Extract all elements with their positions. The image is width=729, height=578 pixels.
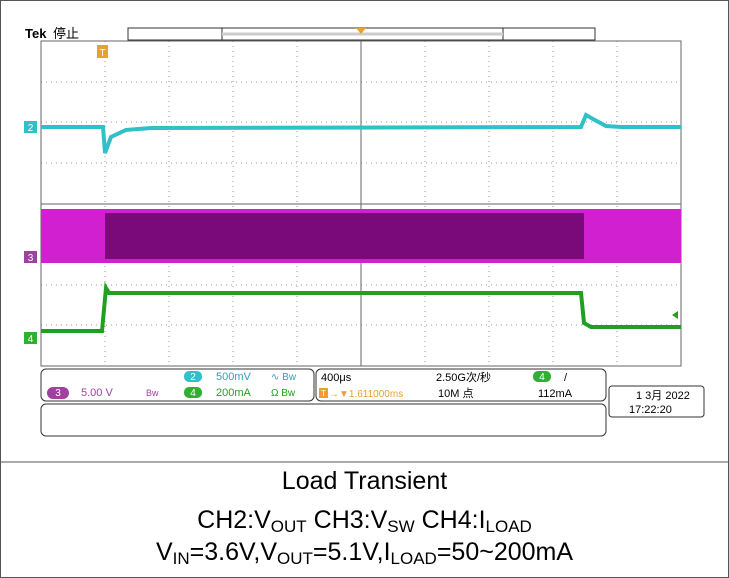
trigger-marker: [97, 45, 108, 58]
caption-subscript: IN: [172, 549, 190, 568]
ch3-wave-dense: [105, 213, 584, 259]
scope-screen: Tek 停止 T 2 3 4 2 500mV ∿ Bw 3 5.00 V Bw …: [1, 26, 728, 463]
caption-subscript: OUT: [277, 549, 313, 568]
ch3-mode: Bw: [146, 388, 159, 398]
caption-text: CH2:V: [197, 506, 271, 534]
channel-panel: [40, 368, 315, 402]
ch2-scale: 500mV: [216, 371, 252, 383]
record-length: 10M 点: [438, 387, 473, 400]
trigger-level-text: 112mA: [538, 388, 573, 400]
position: →▼1.611000ms: [329, 389, 403, 400]
timebase: 400μs: [321, 372, 352, 384]
ch2-wave: [41, 112, 681, 154]
caption-line: VIN=3.6V,VOUT=5.1V,ILOAD=50~200mA: [1, 538, 728, 569]
caption-line: CH2:VOUT CH3:VSW CH4:ILOAD: [1, 506, 728, 537]
ch3-marker: [24, 251, 37, 263]
ch4-scale: 200mA: [216, 387, 252, 399]
trigger-level: [672, 311, 678, 319]
status: 停止: [53, 26, 79, 41]
message-panel: [40, 403, 607, 437]
ch3-num: 3: [55, 388, 61, 399]
ch4-marker: [24, 332, 37, 344]
ch4-wave: [41, 281, 681, 333]
ch3-marker-label: 3: [28, 253, 34, 264]
caption-text: =3.6V,V: [189, 538, 277, 566]
trigger-slope: /: [564, 372, 568, 384]
ch4-badge: [184, 387, 202, 398]
ch2-badge: [184, 371, 202, 382]
caption-text: =50~200mA: [436, 538, 574, 566]
time: 17:22:20: [629, 404, 672, 416]
brand: Tek: [25, 26, 47, 41]
caption-text: CH3:V: [306, 506, 388, 534]
date: 1 3月 2022: [636, 390, 690, 402]
ch2-marker: [24, 121, 37, 133]
ch3-badge: [47, 387, 69, 399]
graticule-border: [40, 40, 682, 367]
ch3-scale: 5.00 V: [81, 387, 113, 399]
position-icon: [319, 388, 328, 398]
center-marker: [356, 28, 366, 34]
caption-subscript: OUT: [270, 517, 307, 536]
ch2-mode: ∿ Bw: [271, 372, 297, 383]
datetime-panel: [608, 385, 705, 418]
caption-subscript: SW: [387, 517, 415, 536]
ch4-marker-label: 4: [28, 334, 34, 345]
caption-text: V: [155, 538, 173, 566]
sample-rate: 2.50G次/秒: [436, 370, 491, 384]
ch4-num: 4: [190, 388, 196, 399]
caption-subscript: LOAD: [390, 549, 437, 568]
caption-subscript: LOAD: [485, 517, 532, 536]
caption-text: =5.1V,I: [312, 538, 391, 566]
position-icon-label: T: [321, 389, 326, 398]
ch2-num: 2: [190, 372, 196, 383]
trigger-marker-label: T: [99, 48, 105, 59]
caption-title: Load Transient: [281, 467, 448, 495]
caption-text: CH4:I: [414, 506, 486, 534]
ch4-mode: Ω Bw: [271, 388, 296, 399]
trigger-channel: 4: [539, 372, 545, 383]
trigger-badge: [533, 371, 551, 382]
ch2-marker-label: 2: [28, 123, 34, 134]
